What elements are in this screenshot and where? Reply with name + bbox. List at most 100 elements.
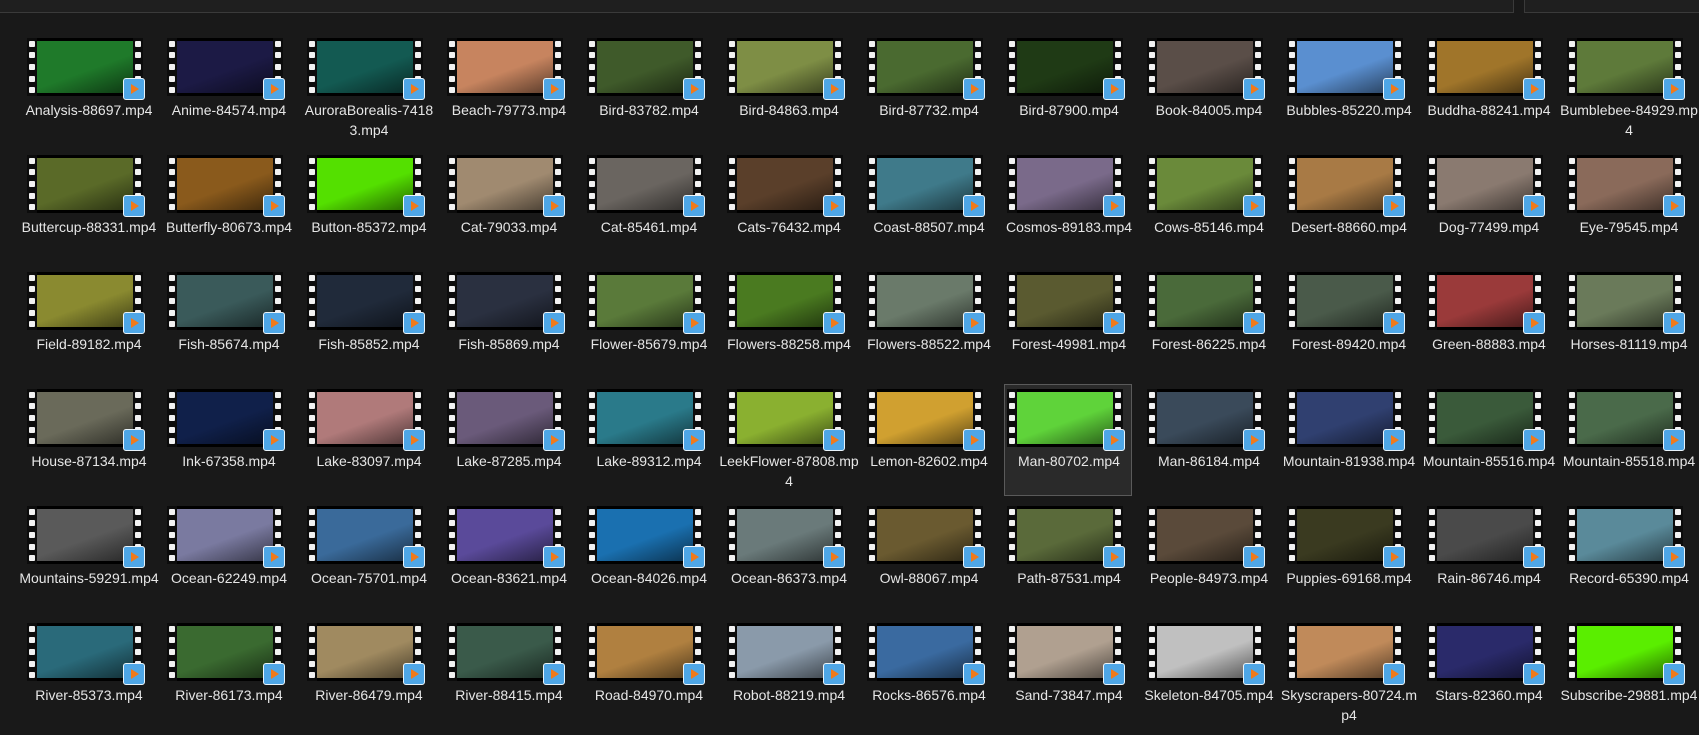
file-item[interactable]: Mountains-59291.mp4	[19, 501, 159, 613]
file-item[interactable]: Bird-87900.mp4	[1004, 33, 1132, 145]
file-item[interactable]: Buttercup-88331.mp4	[22, 150, 156, 262]
film-strip-icon	[1427, 623, 1437, 681]
file-item[interactable]: Desert-88660.mp4	[1284, 150, 1412, 262]
film-strip-icon	[447, 272, 457, 330]
file-item[interactable]: Forest-49981.mp4	[1004, 267, 1132, 379]
file-item[interactable]: Path-87531.mp4	[1004, 501, 1132, 613]
media-player-icon	[123, 663, 145, 685]
file-item[interactable]: Lemon-82602.mp4	[864, 384, 992, 496]
media-player-icon	[1663, 78, 1685, 100]
file-item[interactable]: Buddha-88241.mp4	[1424, 33, 1552, 145]
film-strip-icon	[1147, 155, 1157, 213]
file-item[interactable]: Ocean-83621.mp4	[444, 501, 572, 613]
video-thumbnail	[1287, 38, 1405, 100]
file-item[interactable]: Button-85372.mp4	[304, 150, 432, 262]
film-strip-icon	[307, 623, 317, 681]
file-item[interactable]: Ocean-75701.mp4	[304, 501, 432, 613]
file-item[interactable]: Flowers-88522.mp4	[864, 267, 992, 379]
file-item[interactable]: Anime-84574.mp4	[164, 33, 292, 145]
file-item[interactable]: AuroraBorealis-74183.mp4	[304, 33, 433, 145]
file-item[interactable]: Road-84970.mp4	[584, 618, 712, 730]
file-item[interactable]: Man-86184.mp4	[1144, 384, 1272, 496]
file-item[interactable]: Ocean-62249.mp4	[164, 501, 292, 613]
file-item[interactable]: Forest-89420.mp4	[1284, 267, 1412, 379]
file-item[interactable]: LeekFlower-87808.mp4	[719, 384, 859, 496]
file-item[interactable]: Ink-67358.mp4	[164, 384, 292, 496]
file-item[interactable]: Man-80702.mp4	[1004, 384, 1132, 496]
file-item[interactable]: Bird-84863.mp4	[724, 33, 852, 145]
film-strip-icon	[1147, 623, 1157, 681]
file-item[interactable]: Puppies-69168.mp4	[1284, 501, 1412, 613]
file-item[interactable]: Bumblebee-84929.mp4	[1560, 33, 1698, 145]
file-item[interactable]: Bird-87732.mp4	[864, 33, 992, 145]
file-item[interactable]: Mountain-85518.mp4	[1563, 384, 1695, 496]
file-item[interactable]: Mountain-81938.mp4	[1283, 384, 1415, 496]
file-name: Mountain-85518.mp4	[1562, 453, 1696, 469]
file-item[interactable]: Rain-86746.mp4	[1424, 501, 1552, 613]
file-item[interactable]: Forest-86225.mp4	[1144, 267, 1272, 379]
file-item[interactable]: Fish-85869.mp4	[444, 267, 572, 379]
file-item[interactable]: Fish-85852.mp4	[304, 267, 432, 379]
file-item[interactable]: Butterfly-80673.mp4	[164, 150, 292, 262]
file-item[interactable]: People-84973.mp4	[1144, 501, 1272, 613]
thumbnail-image	[1577, 275, 1673, 327]
file-item[interactable]: Lake-87285.mp4	[444, 384, 572, 496]
file-item[interactable]: Cat-85461.mp4	[584, 150, 712, 262]
file-item[interactable]: House-87134.mp4	[24, 384, 152, 496]
file-item[interactable]: Coast-88507.mp4	[864, 150, 992, 262]
thumbnail-image	[1017, 392, 1113, 444]
video-thumbnail	[1567, 155, 1685, 217]
file-item[interactable]: Sand-73847.mp4	[1004, 618, 1132, 730]
file-item[interactable]: Rocks-86576.mp4	[864, 618, 992, 730]
search-box[interactable]	[1524, 0, 1699, 13]
file-item[interactable]: Stars-82360.mp4	[1424, 618, 1552, 730]
file-name: Cosmos-89183.mp4	[1005, 219, 1133, 235]
file-item[interactable]: Mountain-85516.mp4	[1423, 384, 1555, 496]
file-item[interactable]: Eye-79545.mp4	[1564, 150, 1692, 262]
film-strip-icon	[1287, 155, 1297, 213]
file-item[interactable]: Cows-85146.mp4	[1144, 150, 1272, 262]
file-item[interactable]: Green-88883.mp4	[1424, 267, 1552, 379]
file-name: Anime-84574.mp4	[171, 102, 287, 118]
file-item[interactable]: Skeleton-84705.mp4	[1144, 618, 1274, 730]
film-strip-icon	[1567, 506, 1577, 564]
file-item[interactable]: Skyscrapers-80724.mp4	[1281, 618, 1417, 730]
file-item[interactable]: Bird-83782.mp4	[584, 33, 712, 145]
media-player-icon	[1523, 78, 1545, 100]
file-item[interactable]: Horses-81119.mp4	[1564, 267, 1692, 379]
file-item[interactable]: Bubbles-85220.mp4	[1284, 33, 1412, 145]
file-item[interactable]: Lake-83097.mp4	[304, 384, 432, 496]
file-name: People-84973.mp4	[1149, 570, 1269, 586]
file-item[interactable]: Record-65390.mp4	[1564, 501, 1692, 613]
file-item[interactable]: Lake-89312.mp4	[584, 384, 712, 496]
file-item[interactable]: Robot-88219.mp4	[724, 618, 852, 730]
media-player-icon	[683, 312, 705, 334]
file-item[interactable]: Ocean-84026.mp4	[584, 501, 712, 613]
file-item[interactable]: Subscribe-29881.mp4	[1561, 618, 1697, 730]
film-strip-icon	[1007, 506, 1017, 564]
file-item[interactable]: Flower-85679.mp4	[584, 267, 712, 379]
file-item[interactable]: River-85373.mp4	[24, 618, 152, 730]
address-bar[interactable]	[0, 0, 1514, 13]
media-player-icon	[683, 195, 705, 217]
file-item[interactable]: Owl-88067.mp4	[864, 501, 992, 613]
file-item[interactable]: River-88415.mp4	[444, 618, 572, 730]
file-item[interactable]: Flowers-88258.mp4	[724, 267, 852, 379]
file-item[interactable]: Beach-79773.mp4	[444, 33, 572, 145]
file-item[interactable]: Book-84005.mp4	[1144, 33, 1272, 145]
file-item[interactable]: River-86173.mp4	[164, 618, 292, 730]
media-player-icon	[823, 78, 845, 100]
file-item[interactable]: Cats-76432.mp4	[724, 150, 852, 262]
file-item[interactable]: Cat-79033.mp4	[444, 150, 572, 262]
file-item[interactable]: Fish-85674.mp4	[164, 267, 292, 379]
thumbnail-image	[37, 509, 133, 561]
file-item[interactable]: Dog-77499.mp4	[1424, 150, 1552, 262]
file-item[interactable]: Cosmos-89183.mp4	[1004, 150, 1132, 262]
video-thumbnail	[1147, 155, 1265, 217]
file-item[interactable]: Ocean-86373.mp4	[724, 501, 852, 613]
thumbnail-image	[1017, 41, 1113, 93]
file-item[interactable]: Analysis-88697.mp4	[24, 33, 152, 145]
thumbnail-image	[317, 626, 413, 678]
file-item[interactable]: Field-89182.mp4	[24, 267, 152, 379]
file-item[interactable]: River-86479.mp4	[304, 618, 432, 730]
